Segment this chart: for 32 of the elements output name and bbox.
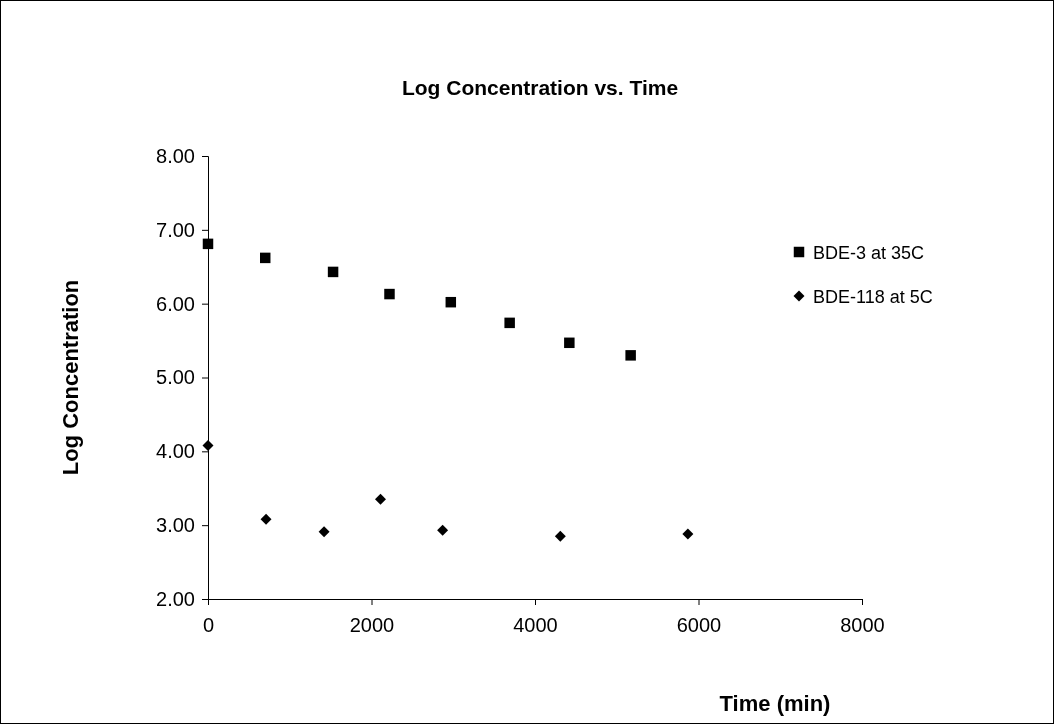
- legend-label: BDE-3 at 35C: [813, 243, 925, 263]
- y-tick-label: 4.00: [156, 440, 195, 463]
- point: [554, 530, 566, 542]
- y-axis-title: Log Concentration: [58, 279, 83, 476]
- legend-label: BDE-118 at 5C: [813, 287, 933, 307]
- x-tick-label: 0: [202, 614, 215, 636]
- point: [445, 296, 457, 308]
- x-tick-label: 2000: [349, 614, 395, 636]
- y-tick-label: 3.00: [156, 514, 195, 537]
- point: [437, 524, 449, 536]
- y-tick-label: 8.00: [156, 144, 195, 167]
- y-tick-label: 2.00: [156, 587, 195, 610]
- point: [318, 526, 330, 538]
- point: [504, 317, 515, 329]
- point: [375, 493, 386, 505]
- point: [682, 528, 694, 540]
- point: [384, 288, 395, 300]
- point: [202, 238, 214, 250]
- x-tick-label: 6000: [676, 614, 722, 636]
- x-tick-label: 4000: [513, 614, 558, 636]
- point: [259, 252, 271, 264]
- y-tick-label: 7.00: [156, 218, 195, 241]
- x-axis-title: Time (min): [719, 691, 831, 716]
- point: [625, 350, 636, 361]
- point: [327, 266, 339, 278]
- point: [202, 439, 214, 451]
- point: [564, 337, 575, 349]
- chart-title: Log Concentration vs. Time: [401, 76, 679, 99]
- y-tick-label: 6.00: [156, 292, 195, 315]
- y-tick-label: 5.00: [156, 366, 195, 389]
- x-tick-label: 8000: [840, 614, 885, 636]
- point: [260, 513, 272, 525]
